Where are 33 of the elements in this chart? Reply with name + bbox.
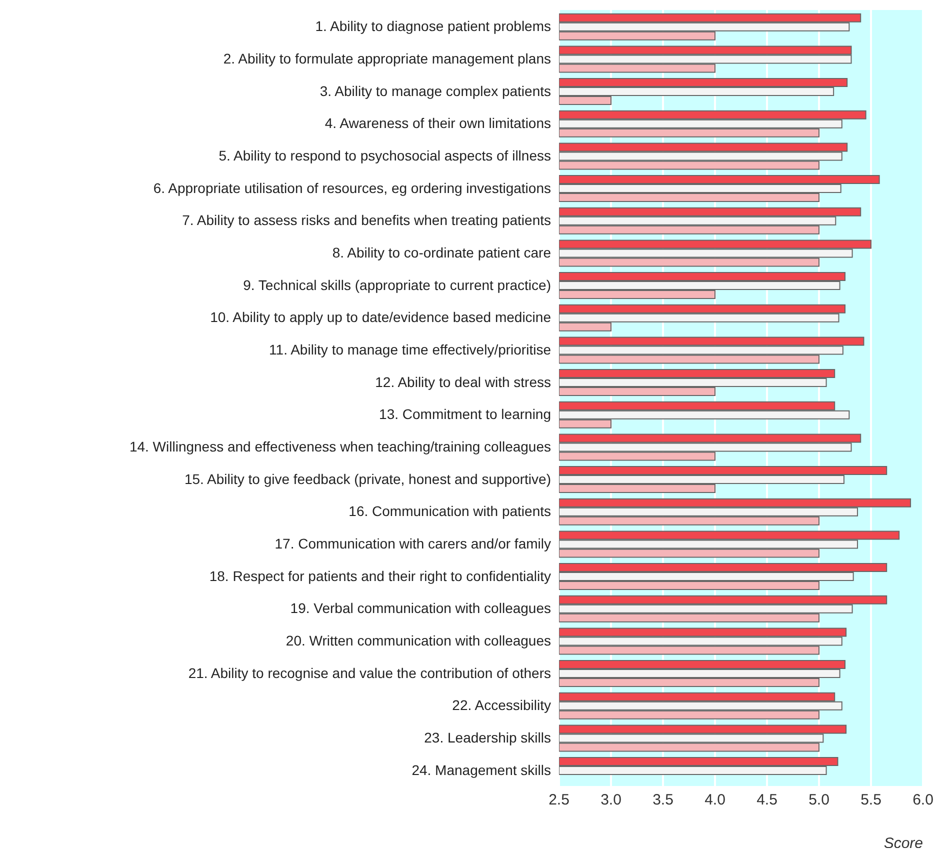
- y-tick-label: 2. Ability to formulate appropriate management plans: [223, 50, 551, 66]
- x-tick-label: 5.5: [860, 792, 882, 809]
- y-tick-label: 12. Ability to deal with stress: [375, 374, 551, 390]
- y-tick-label: 4. Awareness of their own limitations: [324, 115, 551, 132]
- y-tick-label: 19. Verbal communication with colleagues: [290, 600, 551, 616]
- x-tick-label: 4.0: [704, 792, 726, 809]
- y-tick-label: 20. Written communication with colleagues: [286, 632, 551, 648]
- y-tick-label: 18. Respect for patients and their right to confidentiality: [209, 568, 551, 584]
- y-tick-label: 9. Technical skills (appropriate to current practice): [243, 276, 551, 293]
- x-tick-label: 3.5: [652, 792, 674, 809]
- x-tick-label: 2.5: [548, 792, 570, 809]
- y-tick-label: 11. Ability to manage time effectively/prioritise: [269, 342, 552, 358]
- y-tick-label: 3. Ability to manage complex patients: [320, 82, 551, 99]
- y-tick-label: 14. Willingness and effectiveness when teaching/training colleagues: [129, 438, 551, 454]
- x-axis-title: Score: [884, 835, 923, 852]
- y-tick-label: 16. Communication with patients: [348, 503, 551, 520]
- y-tick-label: 13. Commitment to learning: [379, 406, 551, 422]
- y-tick-label: 8. Ability to co-ordinate patient care: [332, 244, 552, 260]
- x-tick-label: 6.0: [912, 792, 934, 809]
- y-tick-label: 10. Ability to apply up to date/evidence based medicine: [210, 309, 552, 326]
- x-tick-label: 4.5: [756, 792, 778, 809]
- y-tick-label: 15. Ability to give feedback (private, honest and supportive): [184, 470, 551, 487]
- y-tick-label: 24. Management skills: [412, 762, 551, 778]
- y-tick-label: 17. Communication with carers and/or family: [274, 536, 551, 552]
- y-tick-label: 5. Ability to respond to psychosocial aspects of illness: [218, 148, 551, 164]
- x-tick-label: 3.0: [600, 792, 622, 809]
- y-tick-label: 7. Ability to assess risks and benefits when treating patients: [182, 212, 551, 228]
- y-tick-label: 21. Ability to recognise and value the contribution of others: [188, 664, 551, 681]
- y-tick-label: 22. Accessibility: [452, 697, 551, 714]
- x-tick-label: 5.0: [808, 792, 830, 809]
- y-tick-label: 1. Ability to diagnose patient problems: [315, 18, 551, 34]
- y-tick-label: 6. Appropriate utilisation of resources, eg ordering investigations: [153, 180, 551, 196]
- y-tick-label: 23. Leadership skills: [424, 730, 551, 746]
